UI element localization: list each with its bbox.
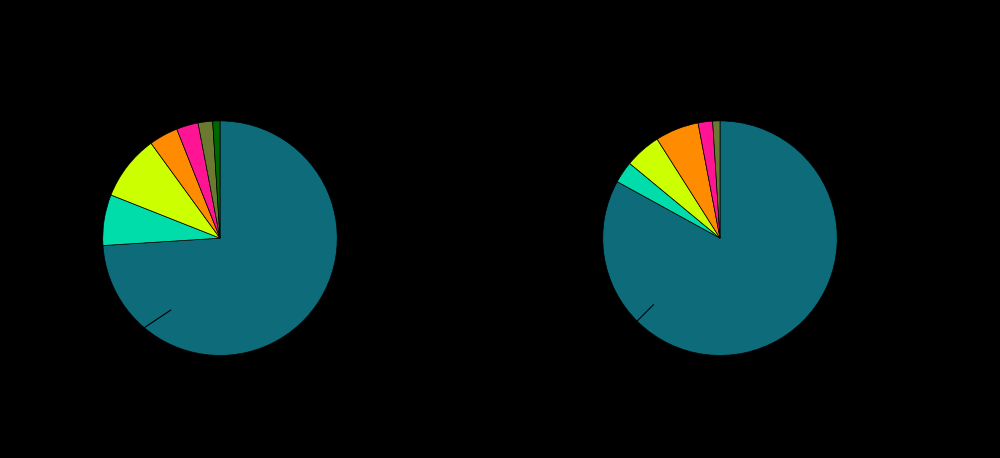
Wedge shape bbox=[698, 121, 720, 238]
Wedge shape bbox=[103, 121, 337, 355]
Wedge shape bbox=[111, 143, 220, 238]
Wedge shape bbox=[630, 139, 720, 238]
Wedge shape bbox=[603, 121, 837, 355]
Wedge shape bbox=[713, 121, 720, 238]
Wedge shape bbox=[213, 121, 220, 238]
Wedge shape bbox=[657, 123, 720, 238]
Wedge shape bbox=[617, 164, 720, 238]
Wedge shape bbox=[198, 121, 220, 238]
Wedge shape bbox=[151, 129, 220, 238]
Wedge shape bbox=[103, 195, 220, 245]
Wedge shape bbox=[177, 123, 220, 238]
